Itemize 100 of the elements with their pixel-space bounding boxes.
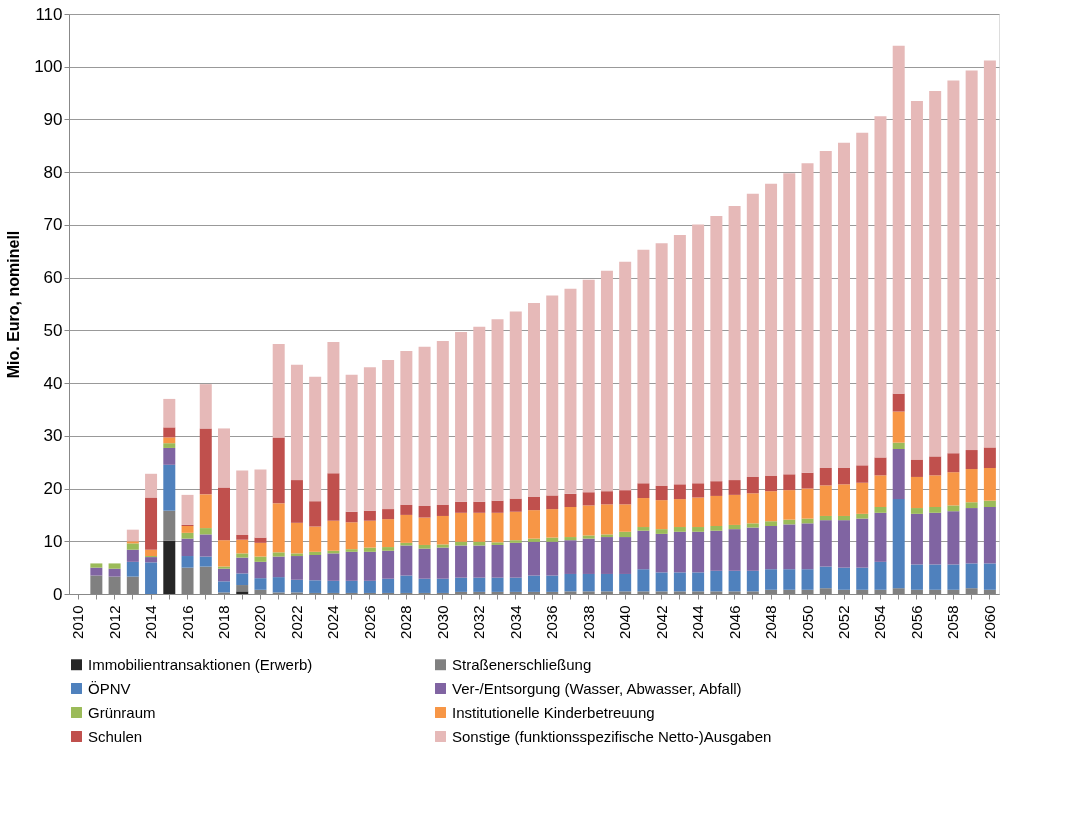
bar (783, 490, 796, 520)
bar (947, 453, 960, 473)
bar (838, 467, 850, 485)
x-tick-label: 2040 (616, 605, 634, 639)
bar (600, 491, 613, 505)
bar (801, 472, 814, 489)
bar (509, 311, 522, 499)
bar (655, 500, 668, 530)
bar (418, 544, 431, 549)
bar (673, 527, 686, 532)
bar (363, 367, 376, 511)
bar (254, 556, 267, 562)
bar (236, 539, 249, 554)
bar (892, 442, 905, 449)
y-tick-label: 100 (34, 57, 63, 77)
bar (199, 534, 212, 557)
bar (637, 483, 650, 499)
bar (600, 504, 613, 535)
bar (692, 497, 705, 528)
bar (546, 537, 559, 542)
bar (655, 485, 668, 501)
bar (327, 520, 340, 551)
bar (765, 183, 778, 476)
bar (528, 302, 540, 497)
bar (491, 577, 504, 592)
bar (126, 561, 139, 577)
bar (473, 326, 486, 502)
bar (892, 411, 905, 443)
x-tick-label: 2026 (360, 605, 378, 639)
bar (126, 541, 139, 544)
bar (309, 580, 322, 593)
bar (254, 537, 267, 543)
bar (290, 556, 303, 580)
bar (236, 585, 249, 592)
x-tick-label: 2050 (798, 605, 816, 639)
bar (582, 279, 595, 493)
bar (765, 569, 778, 590)
y-tick-label: 30 (43, 426, 63, 446)
bar (163, 510, 176, 541)
bar (254, 578, 267, 590)
bar (546, 541, 559, 576)
bar (163, 540, 176, 594)
bar (236, 591, 249, 594)
bar (345, 522, 358, 550)
bar (400, 575, 413, 593)
bar (509, 540, 522, 543)
bar (455, 577, 468, 592)
bar (236, 534, 249, 540)
bar (783, 524, 796, 570)
bar (856, 567, 869, 590)
x-tick-label: 2028 (397, 605, 415, 639)
bar (783, 173, 796, 475)
bar (582, 535, 595, 539)
bar (564, 537, 577, 541)
bar (382, 519, 395, 548)
bar (528, 538, 540, 542)
bar (947, 511, 960, 565)
bar (983, 467, 996, 501)
bar (363, 510, 376, 521)
bar (290, 522, 303, 554)
bar (327, 553, 340, 581)
x-tick-label: 2032 (470, 605, 488, 639)
bar (746, 493, 759, 524)
x-tick-label: 2044 (689, 605, 707, 639)
bar (455, 512, 468, 542)
bar (436, 504, 449, 516)
bar (199, 494, 212, 529)
bar (145, 549, 158, 557)
bar (600, 534, 613, 538)
bar (582, 492, 595, 506)
bar (929, 512, 942, 565)
bar (181, 556, 194, 568)
bar (819, 520, 832, 567)
bar (163, 447, 176, 465)
bar (363, 580, 376, 593)
bar (838, 520, 850, 568)
legend-label: ÖPNV (88, 679, 131, 697)
y-tick-label: 80 (43, 162, 63, 182)
bar (199, 528, 212, 535)
bar (236, 557, 249, 574)
bar (436, 340, 449, 505)
bar (983, 500, 996, 507)
bar (910, 564, 923, 590)
bar (509, 498, 522, 512)
bar (564, 507, 577, 538)
bar (655, 529, 668, 534)
bar (491, 512, 504, 543)
bar (710, 495, 723, 526)
bar (819, 515, 832, 521)
bar (856, 518, 869, 568)
bar (838, 567, 850, 590)
bar (801, 523, 814, 570)
x-tick-label: 2016 (178, 605, 196, 639)
bar (892, 499, 905, 589)
bar (929, 507, 942, 513)
bar (874, 561, 887, 590)
bar (910, 476, 923, 509)
bar (801, 569, 814, 590)
bar (819, 467, 832, 486)
x-tick-label: 2010 (69, 605, 87, 639)
